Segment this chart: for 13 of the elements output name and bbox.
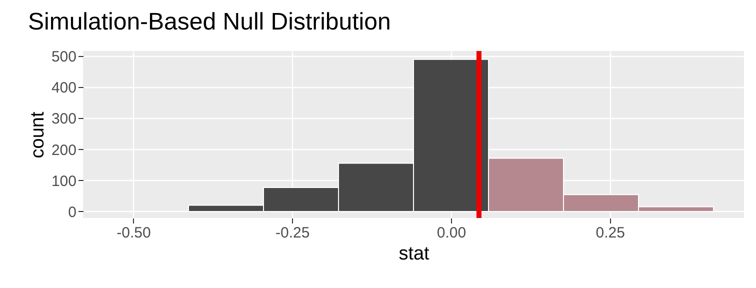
y-tick-label: 200 [51,142,76,159]
y-tick-label: 300 [51,110,76,128]
y-tick-label: 100 [51,172,76,190]
x-tick-label: 0.00 [436,224,466,242]
chart-title: Simulation-Based Null Distribution [28,8,391,36]
y-axis-title: count [27,111,48,158]
y-tick-label: 500 [51,48,76,66]
y-tick-label: 400 [51,80,76,97]
x-tick-label: -0.25 [276,224,310,242]
x-tick-label: -0.50 [116,224,151,242]
x-tick-label: 0.25 [596,224,625,242]
x-axis-title: stat [398,244,430,264]
y-tick-label: 0 [68,204,76,221]
